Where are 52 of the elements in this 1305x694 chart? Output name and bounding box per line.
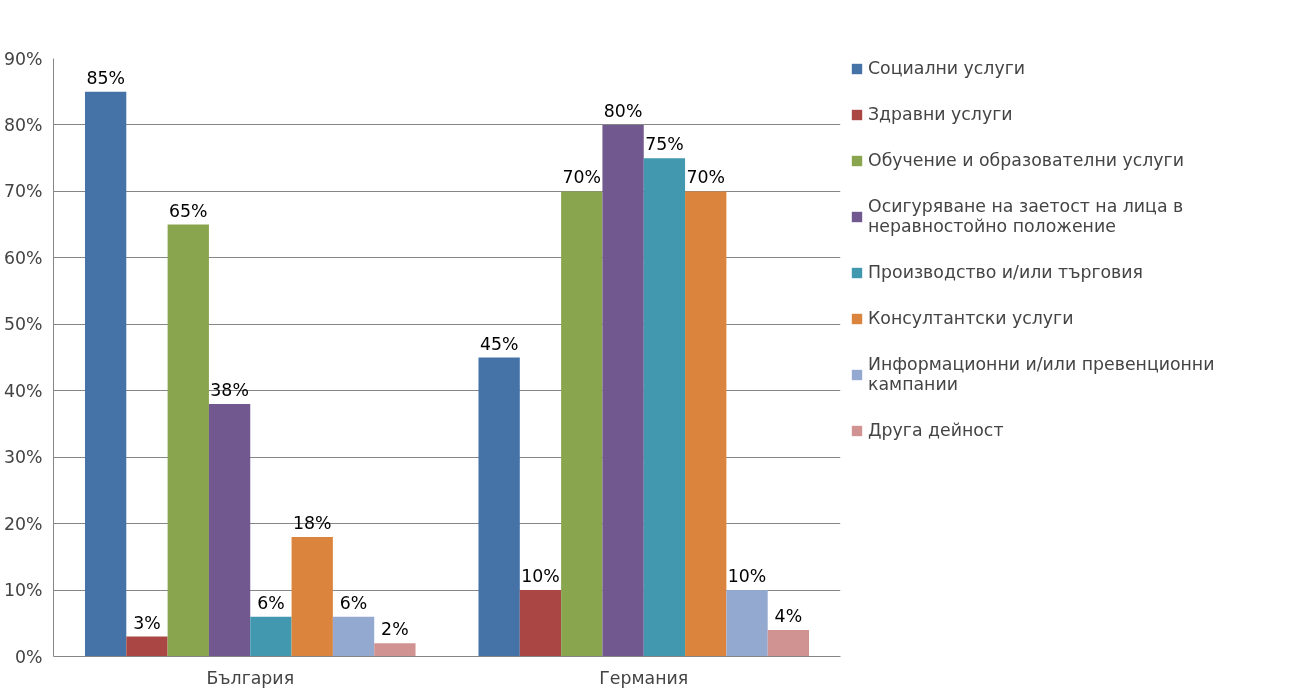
data-label: 38% (210, 380, 249, 401)
legend-label: Производство и/или търговия (868, 262, 1143, 282)
bar (602, 124, 644, 657)
data-label: 75% (645, 134, 684, 155)
data-label: 80% (603, 100, 643, 121)
bar (208, 404, 251, 657)
data-label: 85% (86, 67, 125, 88)
y-tick-label: 90% (3, 48, 43, 69)
legend-label: Осигуряване на заетост на лица в неравностойно положение (868, 196, 1184, 236)
bar (519, 590, 562, 657)
bar (250, 616, 292, 657)
bar (374, 643, 416, 657)
legend-label: Социални услуги (868, 58, 1026, 78)
bar (126, 636, 168, 657)
data-label: 18% (292, 512, 332, 533)
bar (167, 224, 209, 657)
y-tick-label: 30% (3, 447, 43, 468)
data-label: 70% (562, 167, 602, 188)
bar (332, 616, 375, 657)
data-label: 45% (479, 333, 519, 354)
y-tick-label: 50% (3, 314, 43, 335)
y-tick-label: 10% (3, 580, 43, 601)
x-tick-label: България (206, 667, 295, 688)
data-label: 3% (133, 612, 161, 633)
data-label: 10% (521, 566, 560, 587)
bar (726, 590, 768, 657)
y-tick-label: 60% (3, 247, 43, 268)
x-tick-label: Германия (599, 667, 689, 688)
bar (643, 158, 686, 657)
bar (685, 191, 727, 657)
y-tick-label: 70% (3, 181, 43, 202)
legend-label: Обучение и образователни услуги (868, 150, 1184, 170)
bar (767, 629, 810, 657)
data-label: 65% (169, 200, 208, 221)
y-tick-label: 40% (3, 380, 43, 401)
y-tick-label: 0% (15, 646, 43, 667)
legend-label: Информационни и/или превенционни кампании (868, 354, 1215, 394)
legend-label: Друга дейност (868, 420, 1004, 440)
data-label: 6% (257, 592, 285, 613)
data-label: 2% (381, 619, 409, 640)
bar (291, 536, 333, 657)
data-label: 6% (339, 592, 368, 613)
bar (478, 357, 520, 657)
data-label: 10% (727, 566, 767, 587)
y-tick-label: 20% (3, 513, 43, 534)
y-tick-label: 80% (3, 114, 43, 135)
legend-label: Консултантски услуги (868, 308, 1074, 328)
data-label: 4% (774, 605, 803, 626)
legend-label: Здравни услуги (868, 104, 1013, 124)
bar (84, 91, 127, 657)
bar (561, 191, 603, 657)
data-label: 70% (686, 167, 725, 188)
